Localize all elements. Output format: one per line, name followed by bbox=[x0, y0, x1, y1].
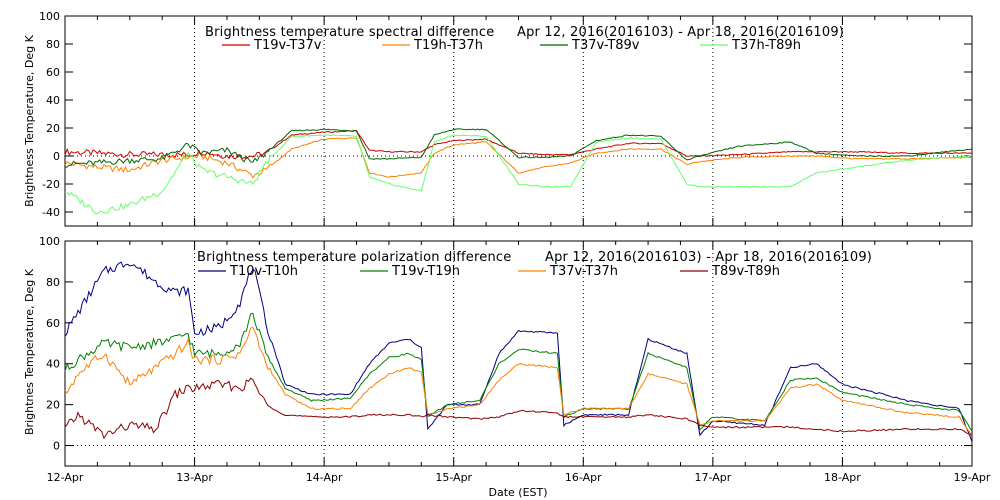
x-ticks-polarization: 12-Apr 13-Apr 14-Apr 15-Apr 16-Apr 17-Apr 18-A… bbox=[47, 471, 991, 484]
series-line-t19h-t37h bbox=[64, 137, 973, 179]
y-tick-label: 100 bbox=[39, 10, 60, 23]
x-tick-label: 16-Apr bbox=[565, 471, 602, 484]
y-axis-title-spectral: Brightness Temperature, Deg K bbox=[23, 34, 36, 206]
series-lines-polarization bbox=[64, 261, 973, 442]
y-tick-label: -40 bbox=[42, 206, 60, 219]
x-tick-label: 14-Apr bbox=[306, 471, 343, 484]
y-tick-label: 20 bbox=[46, 122, 60, 135]
x-tick-label: 19-Apr bbox=[954, 471, 991, 484]
y-tick-label: 60 bbox=[46, 317, 60, 330]
legend-polarization: T10v-T10h T19v-T19h T37v-T37h T89v-T89h bbox=[198, 264, 780, 279]
legend-label: T19h-T37h bbox=[413, 38, 483, 53]
x-tick-label: 15-Apr bbox=[435, 471, 472, 484]
plot-frame-spectral bbox=[64, 15, 973, 227]
panel-polarization: 0 20 40 60 80 100 12-Apr 13-Apr 14-Apr 15-Apr 16-… bbox=[23, 235, 991, 499]
chart-title-polarization: Brightness temperature polarization diff… bbox=[197, 250, 511, 265]
y-tick-label: 60 bbox=[46, 66, 60, 79]
series-line-t89v-t89h bbox=[64, 377, 973, 440]
y-tick-label: 80 bbox=[46, 276, 60, 289]
series-line-t19v-t19h bbox=[64, 312, 973, 432]
panel-spectral: -40 -20 0 20 40 60 80 100 Brightness temperatur… bbox=[23, 10, 973, 227]
legend-label: T37v-T89v bbox=[571, 38, 640, 53]
plot-frame-polarization bbox=[64, 240, 973, 467]
legend-label: T37v-T37h bbox=[549, 264, 618, 279]
y-tick-label: 20 bbox=[46, 399, 60, 412]
series-line-t37v-t89v bbox=[64, 128, 973, 168]
series-lines-spectral bbox=[64, 128, 973, 215]
y-tick-label: -20 bbox=[42, 178, 60, 191]
x-tick-label: 12-Apr bbox=[47, 471, 84, 484]
series-line-t19v-t37v bbox=[64, 129, 973, 160]
legend-label: T19v-T37v bbox=[253, 38, 322, 53]
grid-spectral bbox=[65, 16, 972, 226]
legend-spectral: T19v-T37v T19h-T37h T37v-T89v T37h-T89h bbox=[222, 38, 801, 53]
x-tick-label: 17-Apr bbox=[694, 471, 731, 484]
y-axis-title-polarization: Brightnes Temperature, Deg K bbox=[23, 268, 36, 435]
y-ticks-spectral: -40 -20 0 20 40 60 80 100 bbox=[39, 10, 973, 226]
series-line-t10v-t10h bbox=[64, 261, 973, 442]
legend-label: T37h-T89h bbox=[731, 38, 801, 53]
series-line-t37h-t89h bbox=[64, 134, 972, 215]
series-line-t37v-t37h bbox=[64, 326, 973, 436]
y-tick-label: 100 bbox=[39, 235, 60, 248]
x-tick-label: 18-Apr bbox=[824, 471, 861, 484]
x-tick-label: 13-Apr bbox=[176, 471, 213, 484]
y-ticks-polarization: 0 20 40 60 80 100 bbox=[39, 235, 973, 466]
y-tick-label: 0 bbox=[53, 150, 60, 163]
y-tick-label: 80 bbox=[46, 38, 60, 51]
legend-label: T19v-T19h bbox=[391, 264, 460, 279]
date-range-spectral: Apr 12, 2016(2016103) - Apr 18, 2016(201… bbox=[517, 25, 844, 40]
y-tick-label: 0 bbox=[53, 440, 60, 453]
date-range-polarization: Apr 12, 2016(2016103) - Apr 18, 2016(201… bbox=[545, 250, 872, 265]
y-tick-label: 40 bbox=[46, 94, 60, 107]
x-axis-title: Date (EST) bbox=[488, 486, 547, 499]
grid-polarization bbox=[65, 241, 972, 466]
y-tick-label: 40 bbox=[46, 358, 60, 371]
chart-title-spectral: Brightness temperature spectral differen… bbox=[205, 25, 494, 40]
legend-label: T89v-T89h bbox=[711, 264, 780, 279]
legend-label: T10v-T10h bbox=[229, 264, 298, 279]
